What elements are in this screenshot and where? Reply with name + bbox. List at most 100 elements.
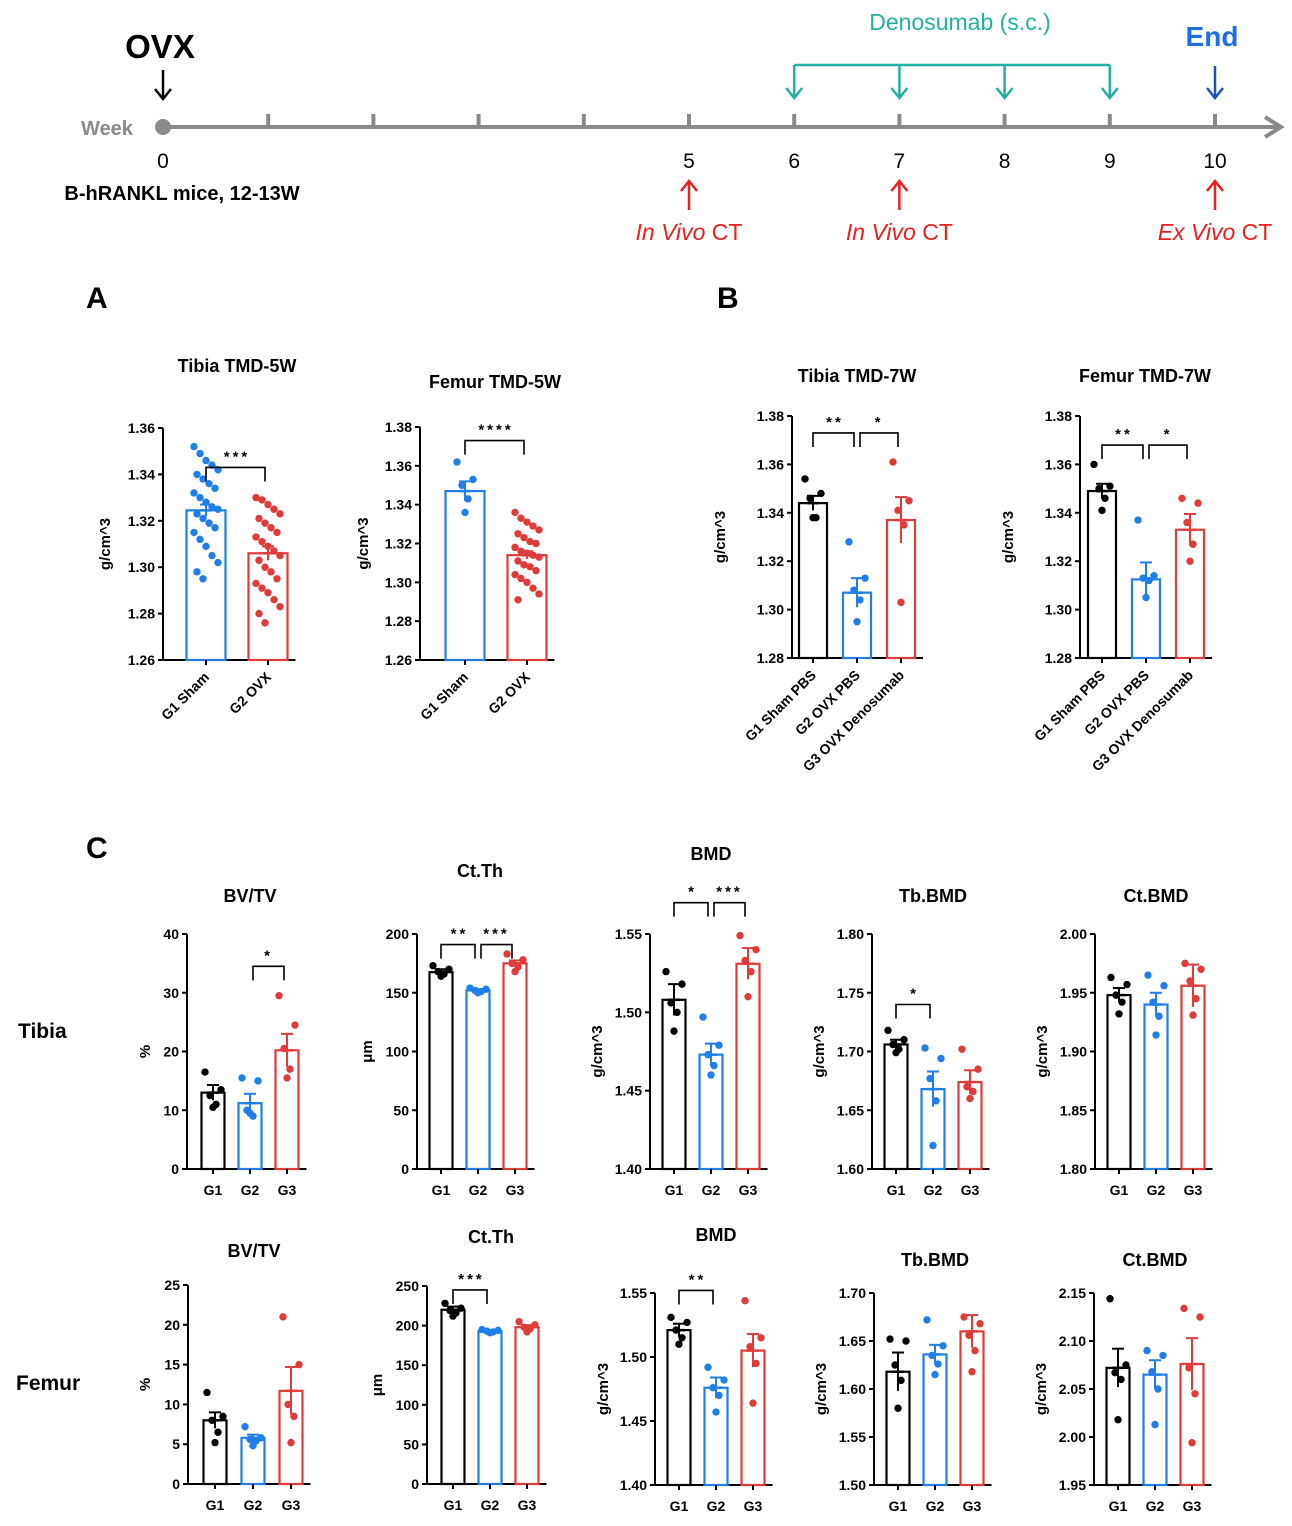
- denosumab-dose-arrow-icon: [890, 65, 909, 101]
- data-point: [531, 1321, 539, 1329]
- y-tick-label: 1.32: [757, 553, 784, 569]
- data-point: [196, 493, 204, 502]
- x-tick-label: G1: [432, 1182, 451, 1198]
- y-tick-label: 1.45: [615, 1083, 642, 1099]
- y-axis-label: g/cm^3: [712, 511, 729, 563]
- data-point: [699, 1013, 707, 1021]
- timeline-week-numbers: 0 5 6 7 8 9 10: [157, 150, 1227, 173]
- data-point: [801, 475, 809, 483]
- y-tick-label: 20: [163, 1044, 179, 1060]
- data-point: [526, 537, 534, 546]
- data-point: [202, 498, 210, 506]
- y-tick-label: 2.10: [1059, 1333, 1086, 1349]
- data-point: [886, 1335, 894, 1343]
- panel-letter-c: C: [86, 832, 108, 865]
- data-point: [678, 1334, 686, 1342]
- data-point: [264, 542, 272, 551]
- bar: [506, 554, 548, 662]
- data-point: [1194, 499, 1202, 507]
- data-point: [270, 547, 278, 555]
- panel-letter-a: A: [86, 282, 108, 315]
- x-tick-label: G3: [282, 1497, 301, 1513]
- y-tick-label: 1.32: [385, 536, 412, 552]
- y-tick-label: 2.15: [1059, 1285, 1086, 1301]
- y-tick-label: 1.34: [128, 466, 155, 482]
- chart-title: Ct.BMD: [1123, 1250, 1188, 1270]
- data-point: [897, 598, 905, 607]
- significance-label: ***: [458, 1271, 485, 1288]
- data-point: [206, 1091, 214, 1100]
- week-label: Week: [81, 118, 134, 140]
- y-tick-label: 1.50: [615, 1004, 642, 1020]
- significance-label: **: [1115, 426, 1133, 443]
- data-point: [861, 574, 869, 582]
- data-point: [267, 524, 275, 532]
- data-point: [974, 1065, 982, 1073]
- y-tick-label: 1.36: [128, 420, 155, 436]
- row-label-femur: Femur: [16, 1372, 80, 1395]
- x-tick-label: G3: [518, 1497, 537, 1513]
- data-point: [1192, 994, 1200, 1003]
- significance-bracket: [1148, 444, 1188, 460]
- data-point: [929, 1141, 937, 1150]
- data-point: [1111, 1368, 1119, 1377]
- chart-c-tibia-tbbmd: Tb.BMD 1.60 1.65 1.70 1.75 1.80 g/cm^3 G1 G2 G3 *: [811, 886, 990, 1198]
- ct-arrow-icon: [680, 178, 698, 210]
- significance-bracket: [464, 439, 525, 455]
- chart-title: Tb.BMD: [899, 886, 967, 906]
- x-tick-label: G2: [1146, 1498, 1165, 1514]
- data-point: [445, 965, 453, 973]
- bar: [740, 1349, 766, 1487]
- data-point: [514, 596, 522, 604]
- significance-bracket: [678, 1289, 714, 1305]
- data-point: [254, 1077, 262, 1085]
- data-point: [968, 1368, 976, 1376]
- data-point: [1197, 965, 1205, 973]
- data-point: [667, 1313, 675, 1322]
- y-axis-label: g/cm^3: [1034, 1025, 1051, 1077]
- data-point: [939, 1342, 947, 1350]
- data-point: [258, 496, 266, 504]
- data-point: [520, 533, 528, 542]
- data-point: [1189, 540, 1197, 548]
- y-tick-label: 1.26: [128, 652, 155, 668]
- bar: [202, 1419, 228, 1486]
- bar: [428, 971, 454, 1171]
- y-axis-label: %: [137, 1378, 154, 1391]
- data-point: [446, 1306, 454, 1315]
- data-point: [965, 1331, 973, 1339]
- data-point: [196, 535, 204, 544]
- y-tick-label: 1.34: [385, 497, 412, 513]
- data-point: [517, 574, 525, 583]
- timeline-start-dot: [155, 119, 171, 135]
- data-point: [469, 475, 477, 484]
- data-point: [511, 570, 519, 579]
- significance-bracket: [673, 901, 709, 917]
- y-axis-label: g/cm^3: [813, 1363, 830, 1415]
- data-point: [441, 1299, 449, 1308]
- data-point: [704, 1363, 712, 1371]
- data-point: [1149, 998, 1157, 1006]
- denosumab-dose-arrow-icon: [785, 65, 804, 101]
- x-tick-label: G2: [1147, 1182, 1166, 1198]
- bar: [1143, 1003, 1169, 1171]
- data-point: [255, 609, 263, 618]
- chart-c-femur-ctbmd: Ct.BMD 1.95 2.00 2.05 2.10 2.15 g/cm^3 G1 G2 G3: [1033, 1250, 1212, 1514]
- panel-letter-b: B: [717, 282, 739, 315]
- significance-bracket: [895, 1003, 931, 1019]
- y-tick-label: 10: [163, 1102, 179, 1118]
- x-tick-label: G3: [744, 1498, 763, 1514]
- significance-label: **: [689, 1271, 707, 1288]
- data-point: [270, 595, 278, 604]
- y-tick-label: 30: [163, 985, 179, 1001]
- chart-title: Tibia TMD-5W: [178, 356, 297, 376]
- data-point: [1189, 1011, 1197, 1019]
- y-tick-label: 0: [411, 1476, 419, 1492]
- end-arrow-icon: [1206, 66, 1224, 101]
- ct-event-label: In Vivo CT: [636, 219, 743, 245]
- timeline-ticks: [266, 114, 1217, 128]
- data-point: [744, 992, 752, 1001]
- data-point: [535, 590, 543, 598]
- data-point: [736, 931, 744, 940]
- y-tick-label: 1.30: [1045, 602, 1072, 618]
